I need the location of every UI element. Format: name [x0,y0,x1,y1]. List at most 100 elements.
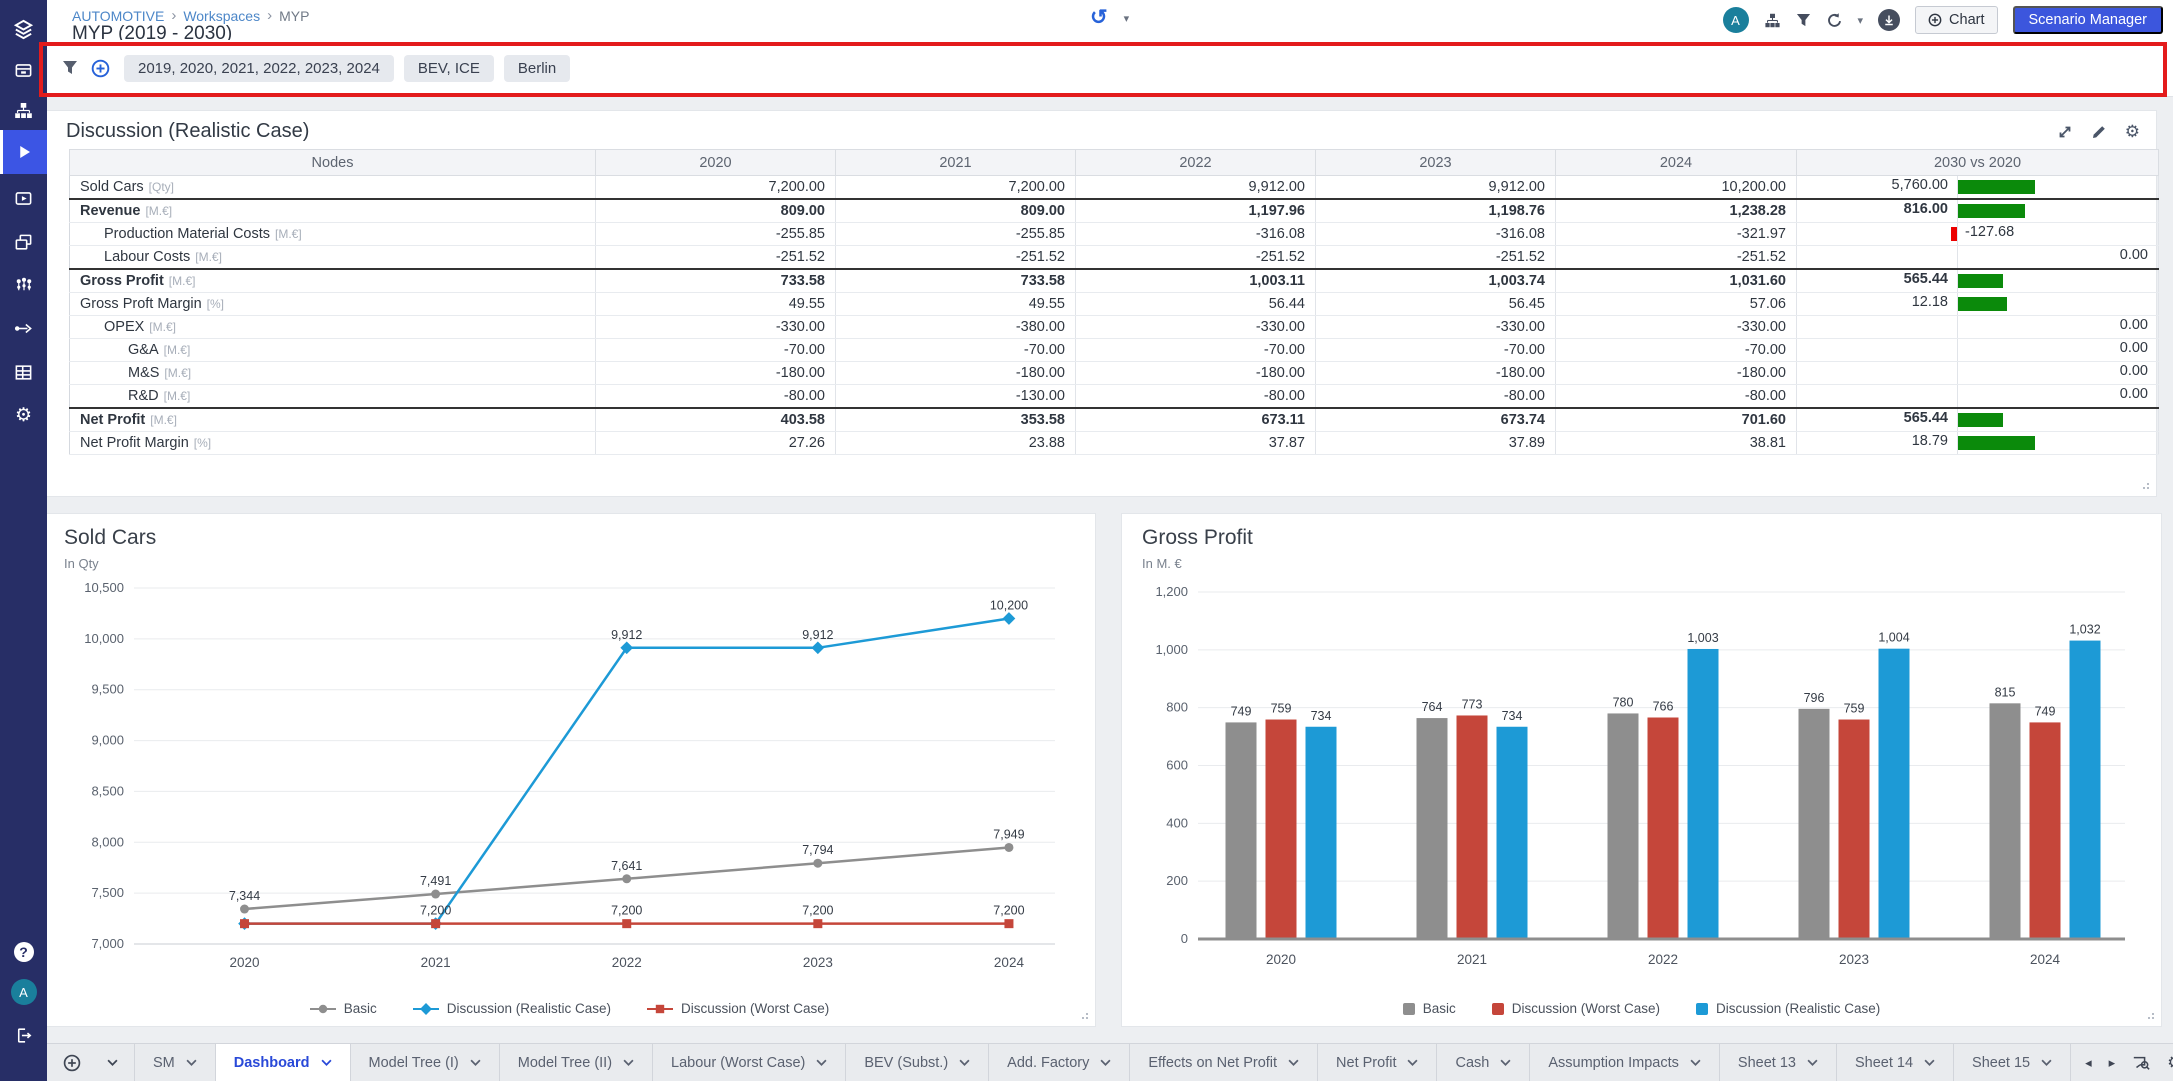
legend-item[interactable]: Basic [309,1001,377,1016]
scenario-manager-button[interactable]: Scenario Manager [2012,6,2163,34]
value-cell: 673.11 [1075,407,1316,432]
tabs-scroll-left-icon[interactable]: ◂ [2085,1054,2092,1070]
sheet-tab-effects-on-net-profit[interactable]: Effects on Net Profit [1130,1044,1319,1081]
filter-chip[interactable]: Berlin [503,54,571,82]
column-header: 2020 [595,149,836,176]
chart-button-label: Chart [1949,12,1985,28]
add-sheet-icon[interactable] [63,1054,81,1072]
sheet-search-icon[interactable] [2132,1054,2150,1072]
delta-positive-bar [1958,274,2003,288]
sidebar-item-presentation-icon[interactable] [0,177,47,219]
breadcrumb-myp: MYP [279,7,310,24]
sheet-tab-labour-worst-case-[interactable]: Labour (Worst Case) [653,1044,847,1081]
node-name-cell: Labour Costs [M.€] [69,245,596,270]
delta-cell: -127.68 [1796,222,2159,246]
filter-chip[interactable]: 2019, 2020, 2021, 2022, 2023, 2024 [124,54,394,82]
sidebar-item-hierarchy-icon[interactable] [0,264,47,306]
value-cell: -316.08 [1315,222,1556,246]
sheet-tab-sheet-14[interactable]: Sheet 14 [1837,1044,1955,1081]
chevron-down-icon [1100,1059,1111,1066]
value-cell: -330.00 [1075,315,1316,339]
delta-divider [1957,200,1958,222]
sheet-tab-model-tree-ii-[interactable]: Model Tree (II) [500,1044,654,1081]
chevron-down-icon [1690,1059,1701,1066]
sidebar-item-simulation-active[interactable] [0,130,47,174]
edit-pencil-icon[interactable] [2091,124,2107,140]
svg-text:1,032: 1,032 [2069,623,2100,637]
filter-funnel-icon[interactable] [62,60,78,76]
sheet-tab-dashboard[interactable]: Dashboard [215,1044,351,1081]
delta-divider [1957,246,1958,268]
sheet-tab-sm[interactable]: SM [135,1044,216,1081]
resize-handle[interactable] [2152,1017,2154,1019]
sheet-tab-bev-subst-[interactable]: BEV (Subst.) [846,1044,990,1081]
sidebar-item-flow-icon[interactable] [0,307,47,349]
expand-icon[interactable] [2057,124,2073,140]
sidebar-item-workspace-icon[interactable] [0,49,47,91]
sheet-tab-cash[interactable]: Cash [1437,1044,1531,1081]
discussion-table-card: Discussion (Realistic Case) ⚙ Nodes 2020 2… [40,110,2159,497]
model-tree-icon[interactable] [1764,12,1781,29]
app-logo-icon[interactable] [0,8,47,50]
resize-handle[interactable] [1086,1017,1088,1019]
resize-handle[interactable] [2147,487,2149,489]
value-cell: -321.97 [1555,222,1797,246]
sidebar-item-slides-icon[interactable] [0,221,47,263]
value-cell: 673.74 [1315,407,1556,432]
sheet-settings-icon[interactable]: ⚙ [2167,1054,2173,1071]
delta-cell: 0.00 [1796,315,2159,339]
svg-text:7,200: 7,200 [802,904,833,918]
sheet-tab-sheet-13[interactable]: Sheet 13 [1720,1044,1837,1081]
column-header: 2021 [835,149,1076,176]
download-icon[interactable] [1878,9,1901,31]
svg-text:9,912: 9,912 [802,628,833,642]
value-cell: 1,003.74 [1315,268,1556,293]
legend-item[interactable]: Basic [1402,1001,1456,1016]
add-filter-icon[interactable] [91,59,110,78]
chevron-down-icon [1807,1059,1818,1066]
value-cell: 10,200.00 [1555,175,1797,200]
legend-item[interactable]: Discussion (Realistic Case) [412,1001,611,1016]
breadcrumb: AUTOMOTIVE › Workspaces › MYP [72,7,309,24]
chevron-down-icon [816,1059,827,1066]
topbar-avatar[interactable]: A [1722,7,1749,33]
sidebar-item-table-icon[interactable] [0,351,47,393]
sheet-tab-sheet-15[interactable]: Sheet 15 [1954,1044,2072,1081]
history-dropdown-icon[interactable]: ▾ [1123,12,1130,25]
breadcrumb-automotive[interactable]: AUTOMOTIVE [72,7,165,24]
tabs-scroll-right-icon[interactable]: ▸ [2108,1054,2116,1070]
value-cell: 7,200.00 [595,175,836,200]
logout-icon[interactable] [0,1014,47,1056]
breadcrumb-workspaces[interactable]: Workspaces [183,7,261,24]
legend-item[interactable]: Discussion (Worst Case) [647,1001,829,1016]
sidebar-item-settings-icon[interactable]: ⚙ [14,404,33,426]
legend-item[interactable]: Discussion (Realistic Case) [1696,1001,1880,1016]
svg-text:766: 766 [1653,699,1674,713]
sheet-tab-add-factory[interactable]: Add. Factory [989,1044,1131,1081]
discussion-table: Nodes 2020 2021 2022 2023 2024 2030 vs 2020 So… [69,149,2159,455]
filter-icon[interactable] [1796,13,1811,28]
chevron-down-icon [1288,1059,1299,1066]
sidebar-avatar[interactable]: A [0,971,47,1013]
table-settings-icon[interactable]: ⚙ [2124,122,2140,141]
delta-cell: 0.00 [1796,361,2159,385]
refresh-dropdown-icon[interactable]: ▾ [1857,14,1864,27]
gross-profit-plot: 0 200 400 600 800 1,000 1,200 749 764 780 796 815 75… [1140,578,2141,983]
column-header: Nodes [69,149,596,176]
value-cell: 38.81 [1555,431,1797,455]
sheet-tab-model-tree-i-[interactable]: Model Tree (I) [351,1044,500,1081]
history-icon[interactable]: ↺ [1090,6,1108,29]
sidebar-item-model-tree-icon[interactable] [0,89,47,131]
svg-text:773: 773 [1462,697,1483,711]
help-icon[interactable]: ? [0,931,47,973]
sheet-tab-assumption-impacts[interactable]: Assumption Impacts [1530,1044,1720,1081]
delta-cell: 18.79 [1796,431,2159,455]
refresh-icon[interactable] [1826,12,1843,29]
add-sheet-dropdown-icon[interactable] [107,1059,118,1066]
value-cell: -255.85 [595,222,836,246]
add-chart-button[interactable]: Chart [1915,6,1998,34]
legend-item[interactable]: Discussion (Worst Case) [1491,1001,1660,1016]
filter-chip[interactable]: BEV, ICE [403,54,494,82]
sheet-tab-net-profit[interactable]: Net Profit [1318,1044,1438,1081]
svg-text:7,491: 7,491 [420,874,451,888]
